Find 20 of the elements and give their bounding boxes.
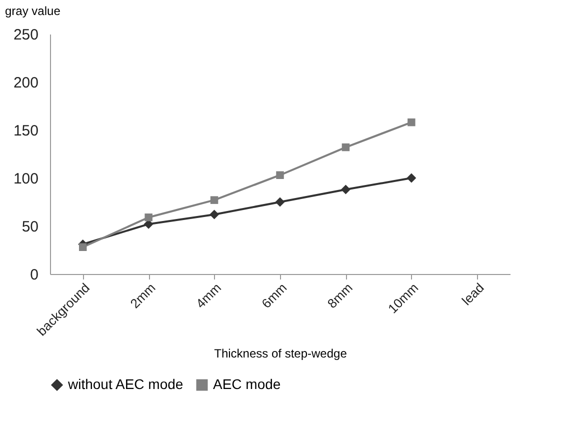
- y-tick-label: 50: [22, 218, 38, 236]
- x-axis-title: Thickness of step-wedge: [214, 346, 348, 361]
- point: [276, 171, 284, 179]
- y-tick-label: 0: [30, 266, 38, 284]
- point: [408, 118, 416, 126]
- point: [144, 213, 152, 222]
- y-tick-label: 250: [13, 26, 38, 44]
- point: [342, 143, 350, 152]
- point: [78, 243, 87, 251]
- y-tick-label: 100: [13, 170, 38, 188]
- point: [210, 196, 218, 204]
- y-axis-title: gray value: [5, 4, 61, 18]
- legend-label: without AEC mode: [67, 376, 184, 392]
- point: [275, 197, 285, 207]
- y-tick-label: 200: [13, 74, 38, 92]
- point: [210, 210, 220, 220]
- legend-label: AEC mode: [213, 376, 281, 392]
- y-tick-label: 150: [13, 122, 38, 140]
- point: [406, 173, 416, 183]
- point: [340, 184, 350, 194]
